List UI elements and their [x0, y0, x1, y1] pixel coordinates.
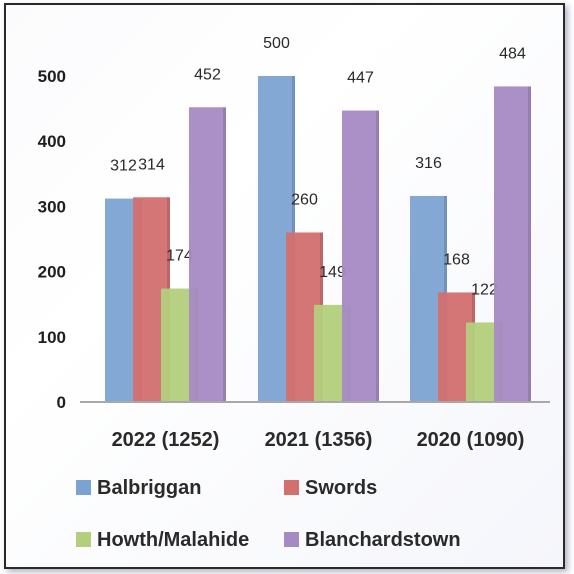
y-tick-label: 200 [38, 263, 66, 282]
y-axis: 0 100 200 300 400 500 [38, 67, 66, 412]
bar [189, 107, 226, 403]
x-tick-label: 2020 (1090) [417, 429, 525, 451]
x-axis: 2022 (1252) 2021 (1356) 2020 (1090) [112, 429, 525, 451]
data-label: 174 [166, 248, 193, 265]
data-label: 452 [194, 66, 221, 83]
y-tick-label: 100 [38, 328, 66, 347]
data-label: 484 [499, 45, 526, 62]
x-tick-label: 2021 (1356) [265, 429, 373, 451]
data-label: 500 [263, 35, 290, 52]
data-label: 316 [415, 155, 442, 172]
legend-swatch [76, 480, 91, 495]
data-label: 314 [138, 156, 165, 173]
bar [342, 110, 379, 402]
bar-shade [376, 110, 379, 402]
bar-shade [223, 107, 226, 403]
bar [494, 86, 531, 402]
data-label: 149 [319, 264, 346, 281]
y-tick-label: 0 [57, 393, 66, 412]
legend-label: Blanchardstown [305, 529, 461, 551]
legend-label: Balbriggan [97, 477, 201, 499]
bars: 312 500 316 314 260 168 174 149 122 452 447 484 [105, 35, 531, 403]
legend-label: Howth/Malahide [97, 529, 249, 551]
bar-shade [528, 86, 531, 402]
legend-label: Swords [305, 477, 377, 499]
legend-swatch [76, 532, 91, 547]
data-label: 168 [443, 251, 470, 268]
y-tick-label: 500 [38, 67, 66, 86]
data-label: 122 [471, 281, 498, 298]
legend-swatch [284, 480, 299, 495]
data-label: 260 [291, 191, 318, 208]
y-tick-label: 300 [38, 197, 66, 216]
data-label: 312 [110, 158, 137, 175]
data-label: 447 [347, 70, 374, 87]
legend: Balbriggan Swords Howth/Malahide Blanchards… [76, 477, 461, 551]
y-tick-label: 400 [38, 132, 66, 151]
x-tick-label: 2022 (1252) [112, 429, 220, 451]
legend-swatch [284, 532, 299, 547]
